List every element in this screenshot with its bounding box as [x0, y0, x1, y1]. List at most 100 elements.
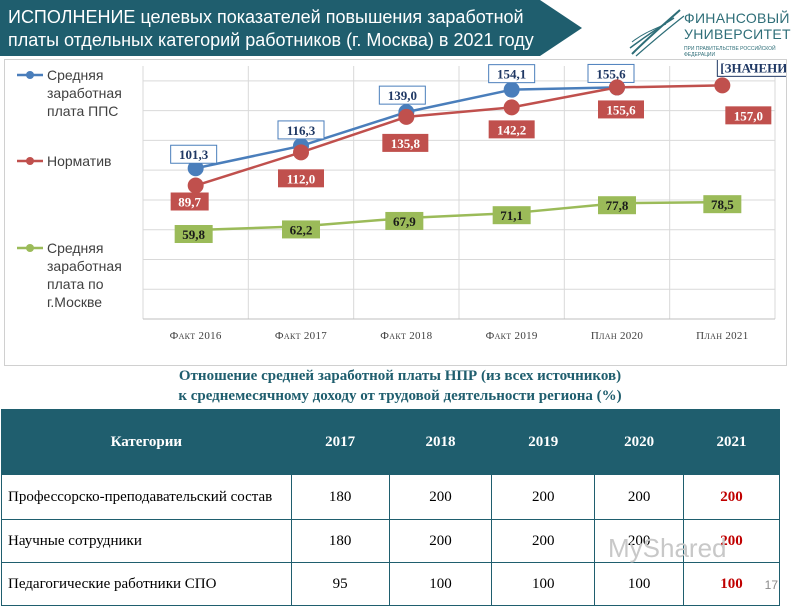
- ratio-table-title: Отношение средней заработной платы НПР (…: [0, 366, 800, 406]
- table-header-cell: Категории: [1, 409, 292, 475]
- x-tick-label: Факт 2019: [486, 330, 538, 342]
- page-title-rest: целевых показателей повышения заработной…: [8, 7, 534, 50]
- table-header-cell: 2017: [290, 409, 390, 475]
- table-cell-category: Профессорско-преподавательский состав: [1, 474, 292, 520]
- data-label: 89,7: [178, 195, 201, 210]
- x-tick-label: Факт 2016: [170, 330, 222, 342]
- data-label: 77,8: [606, 198, 629, 213]
- data-label: 116,3: [287, 123, 316, 138]
- ratio-title-line2: к среднемесячному доходу от трудовой дея…: [178, 388, 622, 404]
- table-header-cell: 2018: [388, 409, 493, 475]
- table-cell: 95: [290, 562, 390, 606]
- data-label-box: [277, 120, 325, 140]
- logo-text: ФИНАНСОВЫЙ УНИВЕРСИТЕТ: [684, 10, 791, 42]
- data-label-box: [278, 169, 324, 188]
- table-header-cell: 2021: [683, 409, 780, 475]
- data-point-marker: [609, 79, 625, 96]
- data-label-box: [598, 100, 644, 119]
- x-tick-label: План 2021: [696, 330, 748, 342]
- x-tick-label: План 2020: [591, 330, 644, 342]
- data-label: 71,1: [500, 208, 523, 223]
- table-cell: 200: [388, 519, 493, 563]
- data-label: 155,6: [606, 102, 636, 117]
- table-header-cell: 2020: [594, 409, 685, 475]
- logo-subline: ПРИ ПРАВИТЕЛЬСТВЕ РОССИЙСКОЙ ФЕДЕРАЦИИ: [684, 46, 776, 58]
- data-label: 154,1: [497, 67, 526, 82]
- data-point-marker: [503, 81, 520, 98]
- logo-line2: УНИВЕРСИТЕТ: [684, 26, 791, 42]
- legend-pps: Средняя заработная плата ППС: [17, 66, 137, 120]
- data-label: 59,8: [182, 227, 205, 242]
- line-chart: Факт 2016 Факт 2017 Факт 2018 Факт 2019 План…: [142, 60, 786, 342]
- x-tick-label: Факт 2017: [275, 330, 327, 342]
- table-cell-highlight: 200: [683, 474, 780, 520]
- data-label: 157,0: [734, 108, 763, 123]
- data-label-box: [488, 64, 536, 84]
- series-line: [195, 84, 723, 187]
- data-label-box: [170, 192, 209, 211]
- table-cell: 180: [290, 519, 390, 563]
- legend-norm: Норматив: [17, 152, 137, 170]
- table-row: Научные сотрудники 180 200 200 200 200: [1, 519, 780, 563]
- header-arrow: [540, 0, 582, 56]
- data-label-box: [488, 120, 535, 139]
- table-cell-category: Педагогические работники СПО: [1, 562, 292, 606]
- table-cell-category: Научные сотрудники: [1, 519, 292, 563]
- x-tick-label: Факт 2018: [380, 330, 432, 342]
- table-cell: 200: [594, 474, 685, 520]
- data-label-box: [382, 133, 429, 152]
- table-cell: 100: [491, 562, 596, 606]
- page-title-highlight: Исполнение: [8, 7, 136, 27]
- data-point-marker: [187, 177, 204, 194]
- data-label-box: [716, 60, 786, 77]
- ratio-title-line1: Отношение средней заработной платы НПР (…: [178, 368, 622, 384]
- legend-norm-label: Норматив: [47, 153, 112, 169]
- page-number: 17: [764, 578, 778, 592]
- university-logo-icon: [629, 9, 685, 57]
- data-label-box: [170, 144, 218, 164]
- legend-moscow-marker-icon: [17, 244, 43, 252]
- data-point-marker: [503, 99, 520, 116]
- data-label-box: [282, 220, 320, 239]
- page-title: Исполнение целевых показателей повышения…: [8, 6, 578, 52]
- data-label: 155,6: [596, 66, 626, 81]
- data-label-box: [725, 106, 772, 125]
- legend-moscow: Средняя заработная плата по г.Москве: [17, 239, 137, 311]
- table-cell: 200: [491, 474, 596, 520]
- data-label-box: [378, 85, 426, 105]
- table-cell: 100: [594, 562, 685, 606]
- data-point-marker: [293, 144, 309, 161]
- data-label-box: [492, 206, 531, 225]
- table-cell: 100: [388, 562, 493, 606]
- legend-norm-marker-icon: [17, 157, 43, 165]
- watermark: MyShared: [608, 533, 727, 563]
- data-label-box: [174, 225, 213, 244]
- table-header-cell: 2019: [491, 409, 596, 475]
- chart-panel: Факт 2016 Факт 2017 Факт 2018 Факт 2019 План…: [4, 59, 787, 366]
- data-label-box: [703, 195, 742, 214]
- table-row: Профессорско-преподавательский состав 18…: [1, 474, 780, 520]
- data-label: 101,3: [179, 147, 209, 162]
- data-label: 62,2: [290, 222, 313, 237]
- table-cell: 180: [290, 474, 390, 520]
- data-label: 112,0: [287, 171, 316, 186]
- data-label: 67,9: [393, 214, 416, 229]
- table-cell: 200: [388, 474, 493, 520]
- table-header-row: Категории 2017 2018 2019 2020 2021: [1, 409, 780, 475]
- table-row: Педагогические работники СПО 95 100 100 …: [1, 562, 780, 606]
- data-label: 142,2: [497, 122, 526, 137]
- data-point-marker: [714, 77, 731, 94]
- logo-line1: ФИНАНСОВЫЙ: [684, 10, 790, 26]
- legend-moscow-label: Средняя заработная плата по г.Москве: [47, 240, 122, 310]
- data-point-marker: [398, 108, 415, 125]
- data-label: 78,5: [711, 197, 734, 212]
- ratio-table: Категории 2017 2018 2019 2020 2021 Профе…: [1, 409, 780, 606]
- legend-pps-label: Средняя заработная плата ППС: [47, 67, 122, 119]
- data-label-box: [385, 211, 424, 230]
- legend-pps-marker-icon: [17, 71, 43, 79]
- data-label: 139,0: [388, 88, 417, 103]
- data-point-marker: [187, 160, 204, 177]
- table-cell: 200: [491, 519, 596, 563]
- data-label: 135,8: [391, 136, 421, 151]
- data-label: [ЗНАЧЕНИЕ]: [720, 60, 786, 75]
